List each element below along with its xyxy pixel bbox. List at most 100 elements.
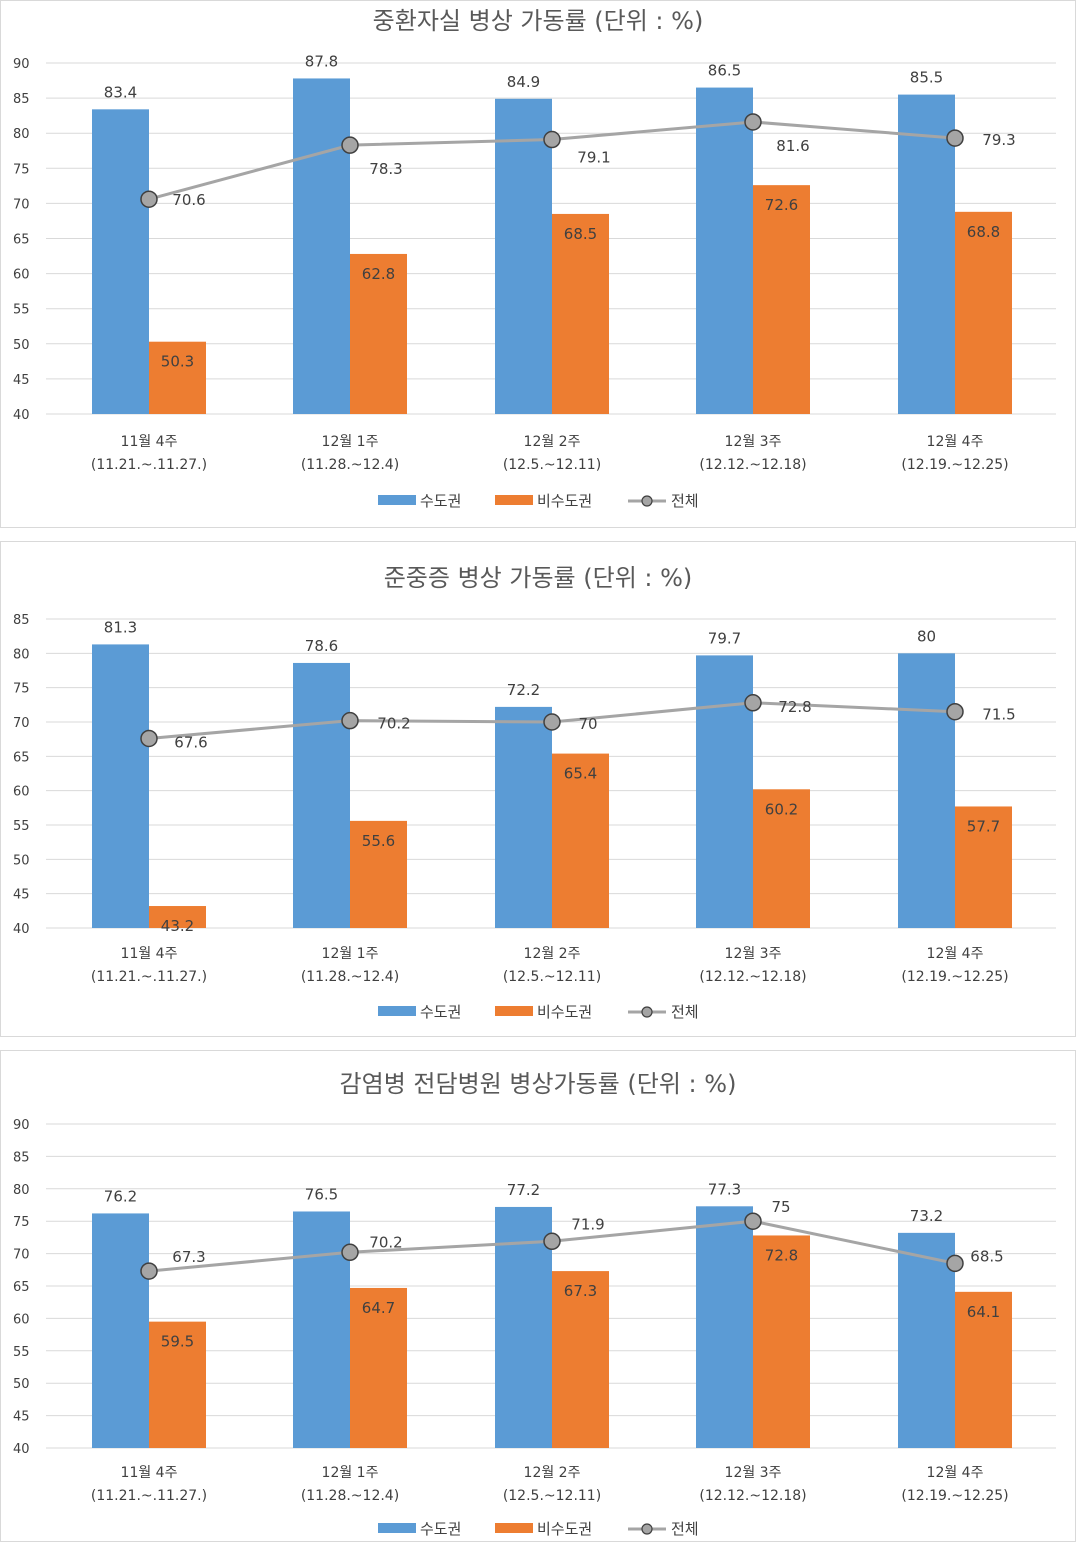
point-total	[744, 694, 762, 712]
y-tick-label: 40	[13, 408, 30, 423]
point-total	[140, 1262, 158, 1280]
data-label-total: 67.3	[172, 1248, 205, 1266]
bar-metro	[92, 109, 149, 414]
bar-metro	[495, 98, 552, 414]
point-total	[744, 1212, 762, 1230]
y-tick-label: 75	[13, 162, 30, 177]
x-category-sublabel: (12.19.~12.25)	[901, 969, 1008, 985]
data-label-total: 78.3	[369, 160, 402, 178]
bar-non-metro	[149, 1321, 206, 1448]
bar-metro	[696, 1206, 753, 1448]
x-category-label: 12월 4주	[927, 1465, 984, 1481]
point-total	[543, 713, 561, 731]
bar-non-metro	[552, 1271, 609, 1448]
data-label-total: 70	[578, 715, 597, 733]
x-category-label: 12월 2주	[524, 434, 581, 450]
bar-metro	[92, 1213, 149, 1448]
legend-label-non-metro: 비수도권	[537, 492, 592, 510]
data-label-non-metro: 64.7	[362, 1299, 395, 1317]
y-tick-label: 80	[13, 127, 30, 142]
bar-metro	[696, 87, 753, 414]
data-label-metro: 85.5	[910, 69, 943, 87]
x-category-label: 12월 4주	[927, 946, 984, 962]
bar-non-metro	[149, 341, 206, 414]
data-label-non-metro: 60.2	[765, 800, 798, 818]
bar-non-metro	[149, 906, 206, 928]
data-label-non-metro: 43.2	[161, 917, 194, 935]
data-label-total: 79.3	[982, 131, 1015, 149]
data-label-non-metro: 64.1	[967, 1303, 1000, 1321]
x-category-sublabel: (11.28.~12.4)	[301, 1488, 399, 1504]
y-tick-label: 50	[13, 338, 30, 353]
bar-metro	[293, 1211, 350, 1448]
x-category-label: 11월 4주	[121, 1465, 178, 1481]
x-category-sublabel: (12.12.~12.18)	[699, 969, 806, 985]
bar-metro	[293, 662, 350, 928]
chart-panel-infectious-hospital: 감염병 전담병원 병상가동률 (단위 : %) 40 45 50 55 60 65 70 75 8…	[0, 1050, 1076, 1542]
data-label-total: 75	[771, 1198, 790, 1216]
legend-label-total: 전체	[671, 492, 699, 510]
y-tick-label: 65	[13, 1280, 30, 1295]
point-total	[341, 1243, 359, 1262]
point-total	[946, 702, 964, 721]
y-tick-label: 65	[13, 750, 30, 765]
bar-non-metro	[350, 253, 407, 414]
legend-label-total: 전체	[671, 1520, 699, 1538]
x-category-label: 12월 3주	[725, 434, 782, 450]
x-category-sublabel: (11.21.~.11.27.)	[91, 1488, 207, 1504]
data-label-total: 67.6	[174, 733, 207, 751]
legend-label-metro: 수도권	[420, 492, 461, 510]
data-label-metro: 80	[917, 627, 936, 645]
y-tick-label: 70	[13, 1248, 30, 1263]
data-label-non-metro: 57.7	[967, 817, 1000, 835]
y-tick-label: 45	[13, 373, 30, 388]
y-tick-label: 55	[13, 1345, 30, 1360]
data-label-metro: 84.9	[507, 73, 540, 91]
x-category-sublabel: (12.12.~12.18)	[699, 457, 806, 473]
data-label-non-metro: 50.3	[161, 353, 194, 371]
x-category-sublabel: (11.21.~.11.27.)	[91, 969, 207, 985]
y-tick-label: 55	[13, 819, 30, 834]
bar-non-metro	[753, 185, 810, 414]
data-label-non-metro: 62.8	[362, 265, 395, 283]
bar-non-metro	[955, 806, 1012, 928]
data-label-total: 71.9	[571, 1215, 604, 1233]
point-total	[744, 113, 762, 131]
bar-metro	[92, 644, 149, 928]
y-tick-label: 60	[13, 785, 30, 800]
y-tick-label: 55	[13, 303, 30, 318]
data-label-non-metro: 72.8	[765, 1246, 798, 1264]
y-tick-label: 80	[13, 1183, 30, 1198]
bar-metro	[898, 1232, 955, 1448]
point-total	[543, 1232, 561, 1251]
data-label-total: 79.1	[577, 149, 610, 167]
point-total	[543, 130, 561, 149]
data-label-non-metro: 72.6	[765, 196, 798, 214]
chart-title: 중환자실 병상 가동률 (단위 : %)	[373, 7, 704, 35]
x-category-sublabel: (11.28.~12.4)	[301, 457, 399, 473]
x-category-sublabel: (12.19.~12.25)	[901, 457, 1008, 473]
data-label-total: 72.8	[778, 698, 811, 716]
data-label-non-metro: 55.6	[362, 832, 395, 850]
data-label-total: 68.5	[970, 1247, 1003, 1265]
data-label-metro: 76.2	[104, 1187, 137, 1205]
bar-non-metro	[955, 211, 1012, 414]
y-tick-label: 85	[13, 92, 30, 107]
y-tick-label: 85	[13, 613, 30, 628]
data-label-non-metro: 67.3	[564, 1282, 597, 1300]
y-tick-label: 45	[13, 888, 30, 903]
y-tick-label: 45	[13, 1410, 30, 1425]
chart-panel-semi-critical: 준중증 병상 가동률 (단위 : %) 40 45 50 55 60 65 70 75 80 85 8…	[0, 541, 1076, 1037]
x-category-sublabel: (12.12.~12.18)	[699, 1488, 806, 1504]
bar-non-metro	[552, 753, 609, 928]
x-category-sublabel: (11.28.~12.4)	[301, 969, 399, 985]
data-label-metro: 86.5	[708, 62, 741, 80]
data-label-non-metro: 59.5	[161, 1333, 194, 1351]
data-label-metro: 83.4	[104, 83, 137, 101]
data-label-total: 70.6	[172, 191, 205, 209]
point-total	[341, 711, 359, 730]
x-category-label: 12월 2주	[524, 946, 581, 962]
y-tick-label: 40	[13, 1442, 30, 1457]
x-category-label: 12월 4주	[927, 434, 984, 450]
bar-non-metro	[552, 213, 609, 414]
